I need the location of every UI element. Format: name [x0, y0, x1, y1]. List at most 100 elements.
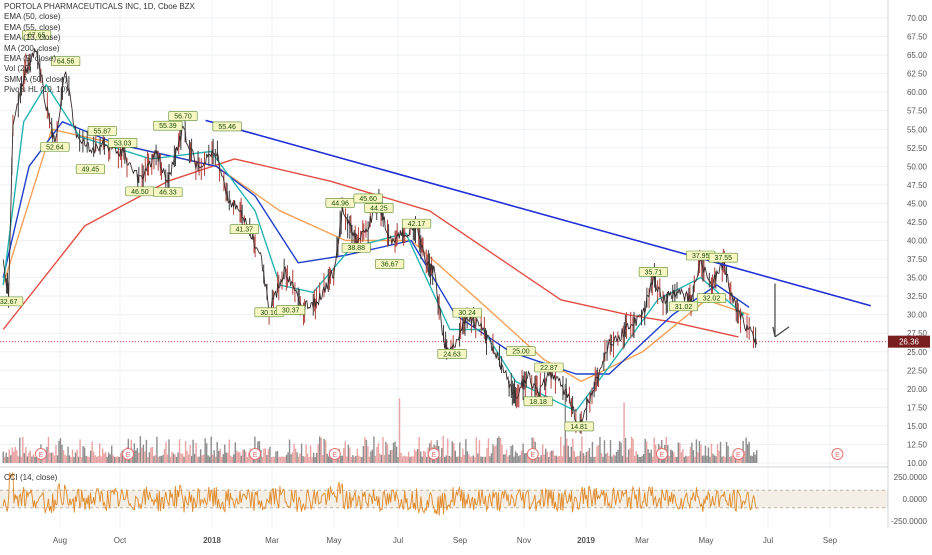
volume-bar	[617, 449, 619, 463]
earnings-marker	[328, 448, 341, 460]
pivot-label-text: 35.71	[645, 269, 663, 276]
volume-bar	[88, 456, 90, 463]
volume-bar	[227, 452, 229, 463]
volume-bar	[50, 452, 53, 463]
volume-bar	[638, 456, 640, 463]
volume-bar	[95, 456, 98, 463]
volume-bar	[210, 436, 212, 463]
pivot-label-box	[638, 267, 668, 277]
volume-bar	[454, 450, 457, 463]
volume-bar	[309, 445, 312, 463]
volume-bar	[374, 455, 377, 463]
volume-bar	[715, 456, 717, 463]
legend-ema-55[interactable]: EMA (55, close)	[4, 22, 61, 32]
price-tick-label: 50.00	[907, 162, 928, 171]
volume-bar	[97, 455, 99, 463]
time-tick-label: May	[698, 536, 713, 545]
volume-bar	[5, 452, 7, 463]
earnings-marker-label: E	[253, 452, 258, 459]
volume-bar	[263, 448, 265, 463]
pivot-label-text: 49.45	[82, 167, 100, 174]
volume-bar	[639, 456, 642, 463]
legend-ma-200[interactable]: MA (200, close)	[4, 43, 60, 53]
volume-bar	[397, 456, 399, 463]
volume-bar	[543, 454, 545, 463]
volume-bar	[548, 456, 550, 463]
last-price-badge	[888, 335, 930, 348]
time-tick-label: Oct	[114, 536, 127, 545]
volume-bar	[502, 454, 505, 463]
volume-bar	[321, 455, 324, 463]
volume-bar	[609, 439, 612, 463]
volume-bar	[688, 456, 690, 463]
earnings-marker	[34, 448, 47, 460]
volume-bar	[305, 444, 307, 463]
volume-bar	[386, 444, 389, 463]
pivot-label-box	[87, 126, 117, 136]
volume-bar	[415, 451, 417, 463]
volume-bar	[596, 446, 598, 463]
volume-bar	[382, 437, 384, 463]
price-tick-label: 42.50	[907, 218, 928, 227]
volume-bar	[211, 454, 214, 463]
chart-title: PORTOLA PHARMACEUTICALS INC, 1D, Cboe BZ…	[4, 2, 195, 11]
volume-bar	[507, 456, 509, 463]
volume-bar	[466, 451, 469, 463]
pivot-label-text: 56.70	[174, 114, 192, 121]
earnings-marker	[526, 448, 539, 460]
volume-bar	[35, 455, 38, 463]
legend-ema-5[interactable]: EMA (5, close)	[4, 54, 57, 64]
volume-bar	[181, 453, 184, 463]
volume-bar	[281, 456, 283, 463]
volume-bar	[47, 436, 50, 463]
legend-smma-50[interactable]: SMMA (50, close)	[4, 74, 68, 84]
price-tick-label: 25.00	[907, 348, 928, 357]
volume-bar	[703, 455, 705, 463]
legend-ema-13[interactable]: EMA (13, close)	[4, 33, 61, 43]
volume-bar	[55, 444, 57, 463]
volume-bar	[505, 449, 508, 463]
legend-ema-50[interactable]: EMA (50, close)	[4, 12, 61, 22]
pivot-label-box	[506, 346, 536, 356]
volume-bar	[520, 450, 523, 463]
volume-bar	[689, 446, 692, 463]
volume-bar	[575, 456, 577, 463]
volume-bar	[101, 448, 104, 463]
legend-pivots-hl[interactable]: Pivots HL (10, 10)	[4, 85, 68, 95]
volume-bar	[496, 437, 499, 463]
legend-volume[interactable]: Vol (20)	[4, 64, 32, 74]
volume-bar	[650, 449, 652, 463]
volume-bar	[233, 454, 235, 463]
volume-bar	[668, 455, 670, 463]
volume-bar	[272, 456, 274, 463]
volume-bar	[141, 447, 143, 463]
volume-bar	[340, 455, 342, 463]
volume-bar	[58, 440, 60, 463]
pivot-label-text: 32.67	[0, 299, 17, 306]
volume-bar	[168, 439, 170, 463]
volume-bar	[112, 455, 114, 463]
volume-bar	[642, 454, 645, 463]
volume-bar	[300, 443, 303, 463]
price-tick-label: 55.00	[907, 125, 928, 134]
volume-bar	[184, 441, 187, 463]
volume-bar	[193, 453, 196, 463]
pivot-label-text: 46.33	[159, 190, 177, 197]
last-price-marker: 26.36	[0, 335, 930, 348]
volume-bar	[600, 452, 603, 463]
price-tick-label: 45.00	[907, 199, 928, 208]
volume-bar	[11, 447, 13, 463]
volume-bar	[682, 449, 684, 463]
pivot-label-text: 30.24	[458, 310, 476, 317]
volume-bar	[306, 453, 309, 463]
volume-bar	[722, 455, 725, 463]
volume-bar	[177, 452, 179, 463]
volume-bar	[528, 456, 530, 463]
volume-bar	[61, 444, 63, 463]
volume-bar	[196, 456, 199, 463]
volume-bar	[376, 447, 378, 463]
volume-bar	[493, 446, 496, 463]
volume-bar	[80, 456, 83, 463]
volume-bar	[629, 448, 631, 463]
